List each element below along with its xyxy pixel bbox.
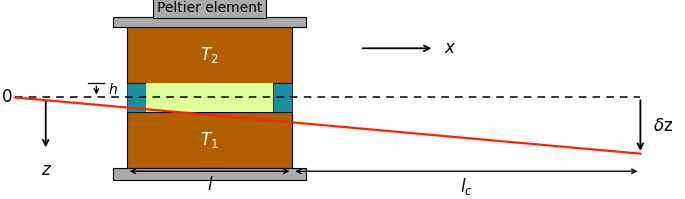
Bar — [113, 168, 306, 180]
Bar — [273, 83, 292, 111]
Text: x: x — [445, 39, 454, 57]
Text: Peltier element: Peltier element — [157, 1, 262, 15]
Bar — [127, 83, 146, 111]
Text: l: l — [208, 176, 212, 194]
Text: h: h — [108, 83, 117, 98]
Bar — [113, 17, 306, 27]
Bar — [127, 111, 292, 168]
Text: $\delta$z: $\delta$z — [653, 117, 673, 135]
Text: $l_c$: $l_c$ — [460, 176, 473, 197]
Text: $T_2$: $T_2$ — [201, 45, 219, 65]
Bar — [127, 27, 292, 83]
Bar — [146, 83, 273, 111]
Text: $T_1$: $T_1$ — [200, 130, 219, 150]
Text: 0: 0 — [1, 89, 12, 106]
Text: z: z — [41, 161, 50, 179]
